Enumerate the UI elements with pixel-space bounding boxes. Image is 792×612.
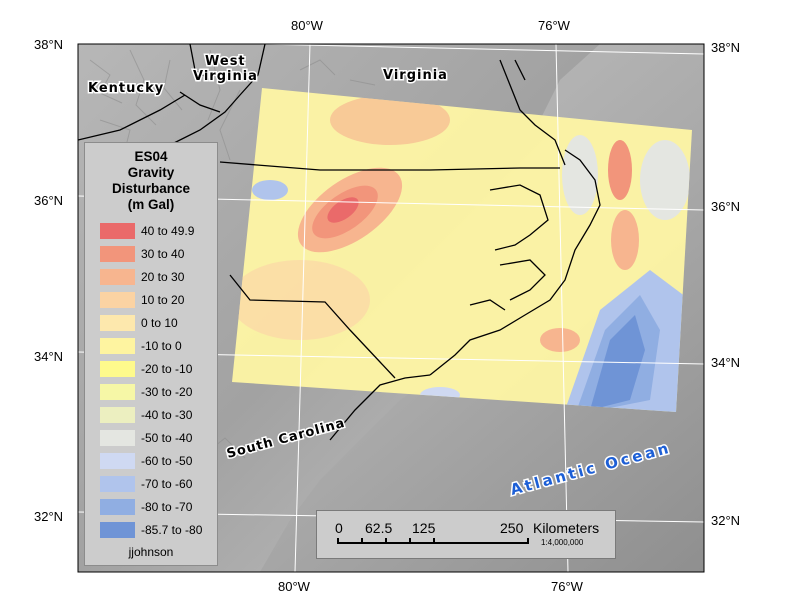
- legend-item: 0 to 10: [85, 313, 217, 336]
- legend-title-line: (m Gal): [127, 197, 175, 212]
- legend-swatch: [100, 269, 135, 285]
- legend-label: -85.7 to -80: [141, 523, 203, 537]
- lat-label-36-left: 36°N: [34, 193, 64, 208]
- lon-label-80-bottom: 80°W: [278, 579, 310, 594]
- legend-label: -70 to -60: [141, 477, 193, 491]
- legend-item: -20 to -10: [85, 359, 217, 382]
- legend-item: 40 to 49.9: [85, 221, 217, 244]
- legend-label: -30 to -20: [141, 385, 193, 399]
- legend-label: 20 to 30: [141, 270, 185, 284]
- legend-item: -85.7 to -80: [85, 520, 217, 543]
- legend-item: -40 to -30: [85, 405, 217, 428]
- legend-items: 40 to 49.9 30 to 40 20 to 30 10 to 20 0 to 1…: [85, 221, 217, 543]
- scale-ratio: 1:4,000,000: [541, 538, 584, 547]
- legend-item: -80 to -70: [85, 497, 217, 520]
- lon-label-76-top: 76°W: [538, 18, 570, 33]
- lat-label-34-left: 34°N: [34, 349, 64, 364]
- scale-bar-tick: [385, 538, 387, 544]
- scale-tick-label: 125: [412, 520, 436, 536]
- legend-swatch: [100, 453, 135, 469]
- scale-bar-tick: [527, 538, 529, 544]
- map-frame: [77, 43, 705, 573]
- scale-tick-label: 62.5: [365, 520, 393, 536]
- legend-swatch: [100, 246, 135, 262]
- label-west-virginia-line1: West: [205, 54, 246, 69]
- scale-bar-tick: [337, 538, 339, 544]
- legend-title-line: Disturbance: [111, 181, 191, 196]
- legend-item: 30 to 40: [85, 244, 217, 267]
- legend-swatch: [100, 407, 135, 423]
- legend-swatch: [100, 315, 135, 331]
- lat-label-32-right: 32°N: [711, 513, 741, 528]
- legend-author: jjohnson: [128, 545, 174, 559]
- legend-label: -60 to -50: [141, 454, 193, 468]
- scale-bar: 0 62.5 125 250 Kilometers 1:4,000,000: [316, 510, 616, 559]
- state-boundaries: [78, 44, 601, 441]
- legend-item: 20 to 30: [85, 267, 217, 290]
- legend-item: -30 to -20: [85, 382, 217, 405]
- coastline: [469, 59, 566, 311]
- legend-swatch: [100, 430, 135, 446]
- lat-label-38-left: 38°N: [34, 37, 64, 52]
- lat-label-32-left: 32°N: [34, 509, 64, 524]
- gravity-anomalies: [232, 95, 690, 412]
- label-west-virginia-line2: Virginia: [193, 69, 258, 84]
- lat-label-36-right: 36°N: [711, 199, 741, 214]
- legend-title-line: Gravity: [127, 165, 175, 180]
- legend-swatch: [100, 384, 135, 400]
- legend-swatch: [100, 338, 135, 354]
- scale-bar-tick: [433, 538, 435, 544]
- legend-item: -50 to -40: [85, 428, 217, 451]
- legend-label: -20 to -10: [141, 362, 193, 376]
- lat-label-34-right: 34°N: [711, 355, 741, 370]
- legend-swatch: [100, 361, 135, 377]
- legend-swatch: [100, 476, 135, 492]
- scale-tick-label: 250: [500, 520, 524, 536]
- label-kentucky: Kentucky: [88, 81, 164, 96]
- legend-label: 0 to 10: [141, 316, 178, 330]
- scale-bar-tick: [361, 538, 363, 544]
- legend-item: -70 to -60: [85, 474, 217, 497]
- legend-title: ES04 Gravity Disturbance (m Gal): [85, 149, 217, 213]
- lat-label-38-right: 38°N: [711, 40, 741, 55]
- legend-label: 30 to 40: [141, 247, 185, 261]
- legend-label: 40 to 49.9: [141, 224, 195, 238]
- scale-unit: Kilometers: [533, 520, 600, 536]
- legend-label: 10 to 20: [141, 293, 185, 307]
- legend-swatch: [100, 223, 135, 239]
- legend-swatch: [100, 522, 135, 538]
- legend-item: 10 to 20: [85, 290, 217, 313]
- legend-item: -60 to -50: [85, 451, 217, 474]
- legend-swatch: [100, 292, 135, 308]
- scale-tick-label: 0: [335, 520, 343, 536]
- lon-label-80-top: 80°W: [291, 18, 323, 33]
- legend-label: -10 to 0: [141, 339, 182, 353]
- legend-swatch: [100, 499, 135, 515]
- label-virginia: Virginia: [383, 68, 448, 83]
- legend-item: -10 to 0: [85, 336, 217, 359]
- scale-bar-tick: [409, 538, 411, 544]
- legend-label: -50 to -40: [141, 431, 193, 445]
- legend-label: -40 to -30: [141, 408, 193, 422]
- legend-panel: ES04 Gravity Disturbance (m Gal) 40 to 4…: [84, 142, 218, 566]
- legend-label: -80 to -70: [141, 500, 193, 514]
- legend-title-line: ES04: [134, 149, 168, 164]
- lon-label-76-bottom: 76°W: [551, 579, 583, 594]
